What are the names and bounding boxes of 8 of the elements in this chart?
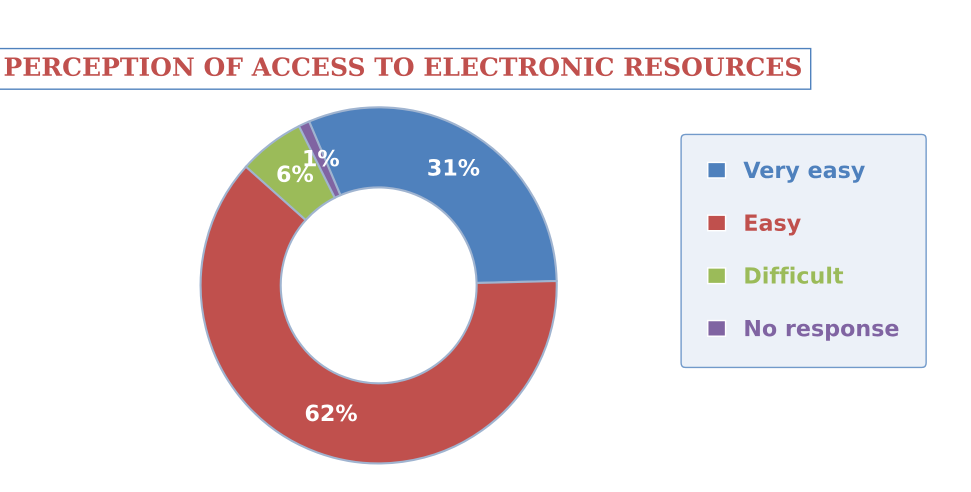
data-label: 6% — [277, 165, 314, 182]
legend-label: Easy — [745, 214, 801, 236]
legend-label: Difficult — [745, 266, 844, 284]
legend-label: Very easy — [743, 162, 865, 183]
data-label: 62% — [306, 404, 357, 422]
legend-label: No response — [745, 320, 898, 341]
data-label: 31% — [428, 159, 480, 176]
chart-title: PERCEPTION OF ACCESS TO ELECTRONIC RESOURCES — [4, 57, 801, 76]
